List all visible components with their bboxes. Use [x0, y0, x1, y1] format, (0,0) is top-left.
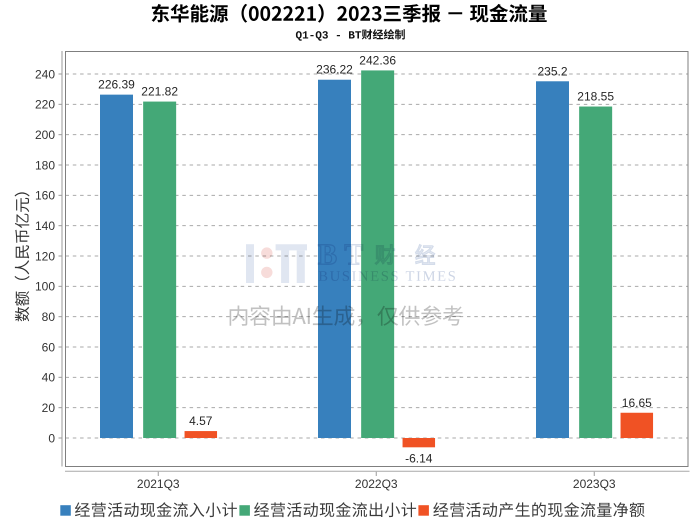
svg-text:2022Q3: 2022Q3 [355, 477, 398, 491]
svg-text:220: 220 [35, 98, 55, 112]
svg-text:16.65: 16.65 [622, 396, 652, 410]
svg-text:120: 120 [35, 249, 55, 263]
svg-text:242.36: 242.36 [359, 53, 396, 67]
svg-text:-6.14: -6.14 [405, 452, 433, 466]
svg-text:218.55: 218.55 [577, 90, 614, 104]
svg-text:140: 140 [35, 219, 55, 233]
svg-text:80: 80 [42, 310, 56, 324]
svg-text:100: 100 [35, 280, 55, 294]
svg-text:40: 40 [42, 371, 56, 385]
svg-text:236.22: 236.22 [316, 63, 353, 77]
svg-text:4.57: 4.57 [189, 414, 213, 428]
svg-text:240: 240 [35, 67, 55, 81]
svg-text:160: 160 [35, 189, 55, 203]
svg-text:235.2: 235.2 [537, 64, 567, 78]
svg-text:221.82: 221.82 [141, 85, 178, 99]
svg-text:226.39: 226.39 [98, 78, 135, 92]
svg-text:2023Q3: 2023Q3 [573, 477, 616, 491]
svg-text:60: 60 [42, 340, 56, 354]
svg-text:2021Q3: 2021Q3 [137, 477, 180, 491]
svg-text:20: 20 [42, 401, 56, 415]
svg-text:0: 0 [48, 431, 55, 445]
svg-text:200: 200 [35, 128, 55, 142]
svg-text:180: 180 [35, 158, 55, 172]
